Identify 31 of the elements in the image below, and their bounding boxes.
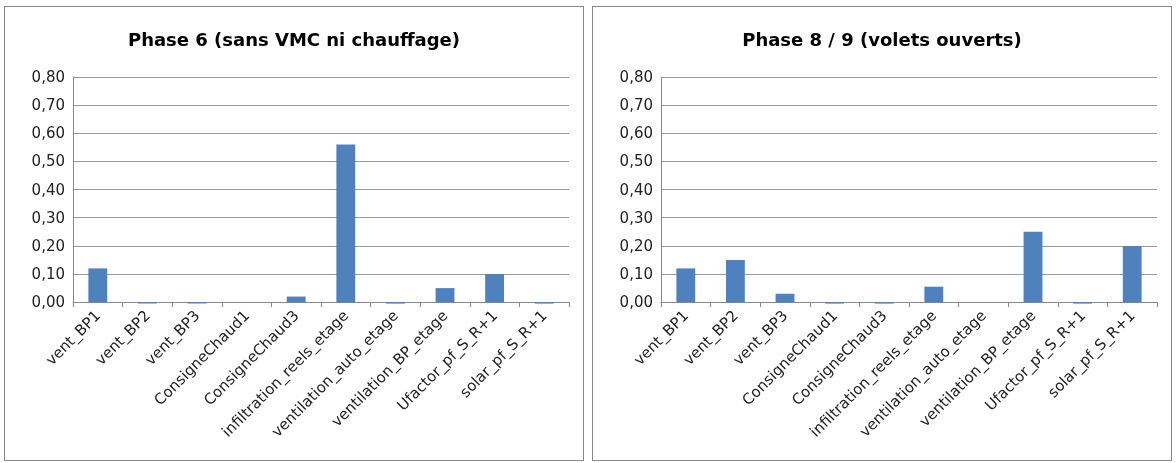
y-tick-label: 0,10 [31,265,65,284]
y-tick-label: 0,40 [31,180,65,199]
y-tick-label: 0,50 [31,152,65,171]
y-tick-label: 0,70 [619,96,653,115]
y-tick-label: 0,20 [619,236,653,255]
bar [1122,245,1142,303]
y-tick-label: 0,10 [619,265,653,284]
y-tick-label: 0,00 [619,293,653,312]
bar [336,144,356,303]
y-tick-label: 0,60 [31,124,65,143]
y-tick-label: 0,80 [619,68,653,86]
y-tick-label: 0,40 [619,180,653,199]
chart-title: Phase 8 / 9 (volets ouverts) [742,28,1022,50]
bar [775,293,795,303]
chart-title: Phase 6 (sans VMC ni chauffage) [127,28,461,50]
bar [924,286,944,303]
y-tick-label: 0,30 [619,208,653,227]
bar [435,288,455,303]
bar [286,296,306,303]
y-tick-label: 0,00 [31,293,65,312]
y-tick-label: 0,30 [31,208,65,227]
bar [485,274,505,303]
y-tick-label: 0,80 [31,68,65,86]
bar [725,259,745,303]
bar [88,268,108,303]
y-tick-label: 0,70 [31,96,65,115]
y-tick-label: 0,20 [31,236,65,255]
bar [1023,231,1043,303]
y-tick-label: 0,50 [619,152,653,171]
y-tick-label: 0,60 [619,124,653,143]
bar [676,268,696,303]
